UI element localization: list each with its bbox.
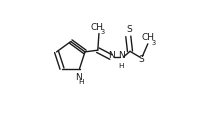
Text: N: N [118,51,125,60]
Text: S: S [138,54,144,63]
Text: 3: 3 [101,29,105,35]
Text: H: H [79,78,84,84]
Text: N: N [108,51,115,60]
Text: S: S [126,25,132,34]
Text: CH: CH [91,23,104,32]
Text: H: H [119,63,124,69]
Text: CH: CH [141,33,154,42]
Text: 3: 3 [152,39,156,45]
Text: N: N [75,73,82,81]
